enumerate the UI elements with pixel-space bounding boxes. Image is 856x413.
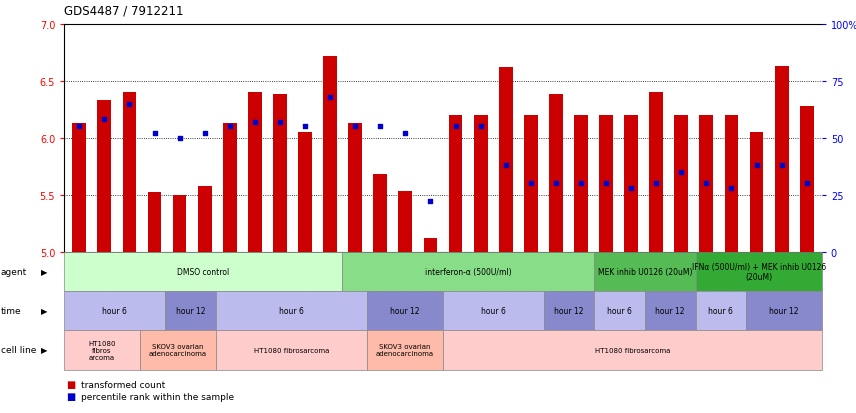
Text: IFNα (500U/ml) + MEK inhib U0126
(20uM): IFNα (500U/ml) + MEK inhib U0126 (20uM)	[692, 262, 826, 281]
Bar	[173, 195, 187, 252]
Text: SKOV3 ovarian
adenocarcinoma: SKOV3 ovarian adenocarcinoma	[149, 344, 207, 356]
Point	[675, 169, 688, 176]
Text: hour 6: hour 6	[607, 306, 633, 315]
Text: hour 12: hour 12	[390, 306, 419, 315]
Bar	[800, 107, 813, 252]
Bar	[73, 123, 86, 252]
Text: interferon-α (500U/ml): interferon-α (500U/ml)	[425, 267, 512, 276]
Point	[725, 185, 739, 192]
Bar	[449, 116, 462, 252]
Text: percentile rank within the sample: percentile rank within the sample	[81, 392, 235, 401]
Text: transformed count: transformed count	[81, 380, 165, 389]
Point	[549, 180, 562, 187]
Bar	[473, 116, 488, 252]
Point	[122, 101, 136, 108]
Point	[499, 162, 513, 169]
Bar	[122, 93, 136, 252]
Bar	[348, 123, 362, 252]
Bar	[549, 95, 562, 252]
Text: ■: ■	[66, 379, 75, 389]
Text: ▶: ▶	[41, 346, 48, 354]
Bar	[398, 192, 413, 252]
Text: ▶: ▶	[41, 267, 48, 276]
Text: HT1080 fibrosarcoma: HT1080 fibrosarcoma	[253, 347, 330, 353]
Point	[574, 180, 588, 187]
Text: hour 6: hour 6	[481, 306, 506, 315]
Point	[775, 162, 788, 169]
Point	[223, 124, 236, 131]
Text: hour 6: hour 6	[279, 306, 304, 315]
Point	[73, 124, 86, 131]
Text: SKOV3 ovarian
adenocarcinoma: SKOV3 ovarian adenocarcinoma	[376, 344, 434, 356]
Text: GDS4487 / 7912211: GDS4487 / 7912211	[64, 4, 184, 17]
Bar	[750, 133, 764, 252]
Point	[348, 124, 362, 131]
Point	[373, 124, 387, 131]
Bar	[499, 68, 513, 252]
Bar	[147, 193, 162, 252]
Text: time: time	[1, 306, 21, 315]
Bar	[574, 116, 588, 252]
Bar	[298, 133, 312, 252]
Point	[800, 180, 813, 187]
Text: cell line: cell line	[1, 346, 36, 354]
Point	[298, 124, 312, 131]
Text: ■: ■	[66, 392, 75, 401]
Text: DMSO control: DMSO control	[177, 267, 229, 276]
Text: MEK inhib U0126 (20uM): MEK inhib U0126 (20uM)	[597, 267, 693, 276]
Bar	[373, 175, 387, 252]
Bar	[624, 116, 638, 252]
Bar	[248, 93, 262, 252]
Text: hour 12: hour 12	[770, 306, 799, 315]
Text: ▶: ▶	[41, 306, 48, 315]
Text: HT1080
fibros
arcoma: HT1080 fibros arcoma	[88, 340, 116, 360]
Point	[473, 124, 487, 131]
Bar	[524, 116, 538, 252]
Point	[273, 119, 287, 126]
Point	[449, 124, 462, 131]
Bar	[98, 101, 111, 252]
Text: hour 6: hour 6	[102, 306, 128, 315]
Point	[147, 131, 161, 137]
Bar	[223, 123, 236, 252]
Bar	[324, 57, 337, 252]
Text: hour 12: hour 12	[175, 306, 205, 315]
Bar	[650, 93, 663, 252]
Point	[198, 131, 211, 137]
Point	[524, 180, 538, 187]
Bar	[699, 116, 713, 252]
Point	[424, 199, 437, 205]
Point	[624, 185, 638, 192]
Bar	[724, 116, 739, 252]
Point	[399, 131, 413, 137]
Point	[248, 119, 262, 126]
Bar	[599, 116, 613, 252]
Bar	[198, 186, 211, 252]
Point	[650, 180, 663, 187]
Text: hour 12: hour 12	[555, 306, 584, 315]
Text: hour 12: hour 12	[656, 306, 685, 315]
Point	[750, 162, 764, 169]
Point	[699, 180, 713, 187]
Point	[324, 94, 337, 101]
Bar	[273, 95, 287, 252]
Text: hour 6: hour 6	[708, 306, 734, 315]
Bar	[775, 67, 788, 252]
Point	[98, 117, 111, 123]
Bar	[675, 116, 688, 252]
Text: HT1080 fibrosarcoma: HT1080 fibrosarcoma	[595, 347, 670, 353]
Point	[599, 180, 613, 187]
Point	[173, 135, 187, 142]
Text: agent: agent	[1, 267, 27, 276]
Bar	[424, 238, 437, 252]
